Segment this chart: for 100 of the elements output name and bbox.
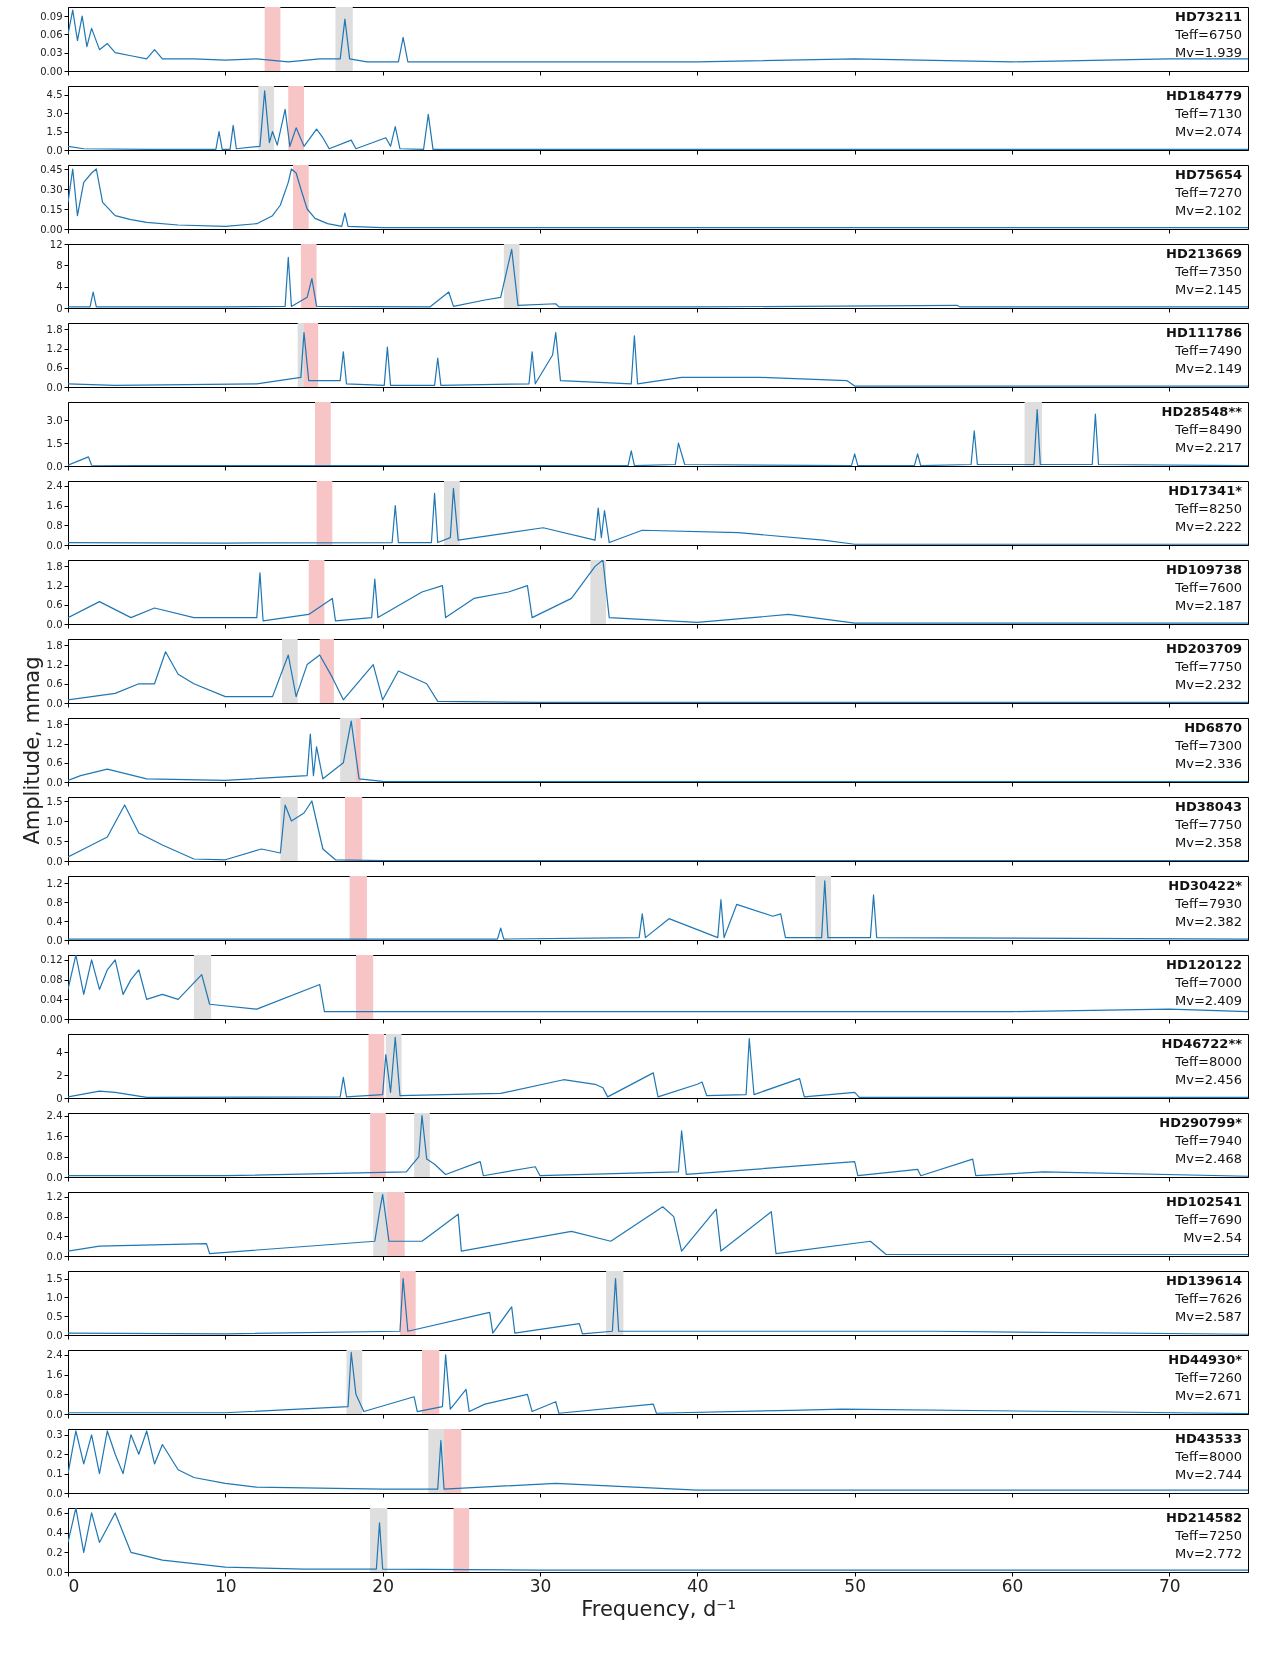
y-tick-label: 0.08: [40, 974, 63, 986]
y-tick-label: 0.30: [40, 183, 63, 195]
annotation: Mv=2.222: [1174, 519, 1242, 534]
annotation: HD38043: [1175, 799, 1242, 814]
y-tick-label: 0.04: [40, 993, 63, 1005]
y-tick-label: 0: [56, 302, 63, 314]
y-tick-label: 0.6: [46, 362, 63, 374]
annotation: HD28548**: [1161, 404, 1243, 419]
y-tick-label: 0.0: [46, 539, 63, 551]
y-tick-label: 1.8: [46, 323, 63, 335]
line-series: [68, 248, 1248, 308]
annotation: Mv=2.102: [1174, 203, 1242, 218]
line-series: [68, 90, 1248, 150]
y-tick-label: 0.0: [46, 934, 63, 946]
line-series: [68, 1193, 1248, 1256]
y-tick-label: 0.6: [46, 599, 63, 611]
annotation: HD290799*: [1159, 1115, 1243, 1130]
annotation: Teff=7250: [1174, 1528, 1242, 1543]
y-tick-label: 4: [56, 1046, 63, 1058]
y-tick-label: 3.0: [46, 414, 63, 426]
annotation: Mv=2.382: [1174, 914, 1242, 929]
y-tick-label: 4: [56, 281, 63, 293]
y-tick-label: 0.5: [46, 835, 63, 847]
annotation: Teff=7350: [1174, 264, 1242, 279]
line-series: [68, 651, 1248, 703]
y-tick-label: 0.4: [46, 915, 63, 927]
annotation: HD203709: [1166, 641, 1242, 656]
line-series: [68, 487, 1248, 545]
y-tick-label: 0.6: [46, 678, 63, 690]
y-tick-label: 0.0: [46, 1171, 63, 1183]
annotation: Teff=7600: [1174, 580, 1242, 595]
y-tick-label: 0.0: [46, 618, 63, 630]
y-tick-label: 0.00: [40, 65, 63, 77]
y-tick-label: 0.4: [46, 1527, 63, 1539]
line-series: [68, 1277, 1248, 1335]
y-tick-label: 8: [56, 259, 63, 271]
y-tick-label: 0.00: [40, 1013, 63, 1025]
y-tick-label: 2.4: [46, 1110, 63, 1122]
annotation: HD120122: [1166, 957, 1242, 972]
line-series: [68, 1114, 1248, 1177]
y-tick-label: 0.2: [46, 1448, 63, 1460]
y-tick-label: 0.2: [46, 1546, 63, 1558]
annotation: HD139614: [1166, 1273, 1242, 1288]
annotation: HD17341*: [1168, 483, 1243, 498]
y-tick-label: 1.2: [46, 580, 63, 592]
y-tick-label: 2.4: [46, 1349, 63, 1361]
y-tick-label: 0.0: [46, 1487, 63, 1499]
y-tick-label: 0.8: [46, 1151, 63, 1163]
y-tick-label: 0.0: [46, 460, 63, 472]
annotation: Mv=2.772: [1174, 1546, 1242, 1561]
y-tick-label: 0.0: [46, 1566, 63, 1578]
annotation: Mv=2.149: [1174, 361, 1242, 376]
annotation: HD44930*: [1168, 1352, 1243, 1367]
y-tick-label: 0.5: [46, 1310, 63, 1322]
y-tick-label: 0.15: [40, 203, 63, 215]
annotation: HD109738: [1166, 562, 1242, 577]
y-tick-label: 1.5: [46, 795, 63, 807]
annotation: Teff=8250: [1174, 501, 1242, 516]
annotation: Teff=8490: [1174, 422, 1242, 437]
annotation: HD43533: [1175, 1431, 1242, 1446]
line-series: [68, 9, 1248, 63]
annotation: Teff=7750: [1174, 817, 1242, 832]
y-tick-label: 1.5: [46, 1273, 63, 1285]
y-tick-label: 1.8: [46, 639, 63, 651]
y-tick-label: 0.00: [40, 223, 63, 235]
annotation: Mv=2.409: [1174, 993, 1242, 1008]
annotation: Teff=7490: [1174, 343, 1242, 358]
x-tick-label: 70: [1159, 1575, 1181, 1596]
line-series: [68, 409, 1248, 466]
annotation: HD30422*: [1168, 878, 1243, 893]
annotation: HD184779: [1166, 88, 1242, 103]
y-tick-label: 0: [56, 1092, 63, 1104]
x-tick-label: 10: [215, 1575, 237, 1596]
y-tick-label: 1.8: [46, 560, 63, 572]
annotation: HD111786: [1166, 325, 1242, 340]
y-axis-title: Amplitude, mmag: [19, 656, 44, 845]
annotation: Mv=2.587: [1174, 1309, 1242, 1324]
annotation: HD213669: [1166, 246, 1242, 261]
y-tick-label: 1.5: [46, 437, 63, 449]
y-tick-label: 1.6: [46, 500, 63, 512]
y-tick-label: 2: [56, 1069, 63, 1081]
annotation: HD102541: [1166, 1194, 1242, 1209]
y-tick-label: 1.6: [46, 1130, 63, 1142]
y-tick-label: 2.4: [46, 480, 63, 492]
x-tick-label: 60: [1001, 1575, 1024, 1596]
y-tick-label: 0.45: [40, 163, 63, 175]
y-tick-label: 0.0: [46, 1408, 63, 1420]
y-tick-label: 1.2: [46, 1191, 63, 1203]
annotation: Teff=7690: [1174, 1212, 1242, 1227]
y-tick-label: 1.2: [46, 877, 63, 889]
annotation: Teff=7130: [1174, 106, 1242, 121]
x-tick-label: 30: [529, 1575, 552, 1596]
annotation: Teff=7000: [1174, 975, 1242, 990]
line-series: [68, 880, 1248, 940]
y-tick-label: 0.8: [46, 896, 63, 908]
y-tick-label: 0.0: [46, 697, 63, 709]
annotation: HD75654: [1175, 167, 1242, 182]
annotation: Teff=7270: [1174, 185, 1242, 200]
y-tick-label: 0.09: [40, 10, 63, 22]
y-tick-label: 12: [49, 238, 63, 250]
